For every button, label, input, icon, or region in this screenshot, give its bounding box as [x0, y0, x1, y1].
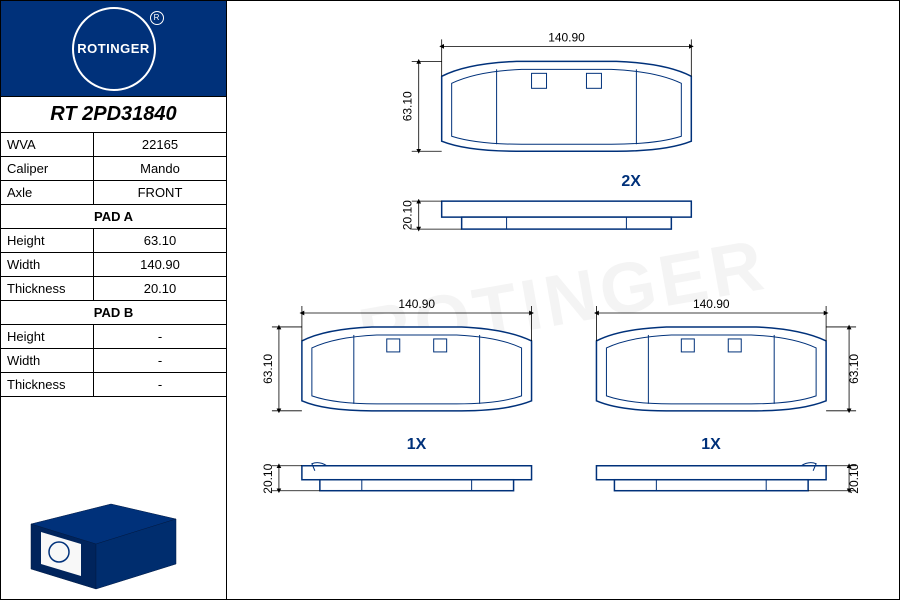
pad-a-thickness: Thickness 20.10: [1, 277, 226, 301]
bl-height-dim: 63.10: [261, 354, 275, 384]
pad-b-height: Height -: [1, 325, 226, 349]
pad-a-height-value: 63.10: [94, 229, 226, 252]
pad-b-thickness-value: -: [94, 373, 226, 396]
spec-sheet: ROTINGER R RT 2PD31840 WVA 22165 Caliper…: [0, 0, 900, 600]
bl-thickness-dim: 20.10: [261, 463, 275, 493]
technical-drawing: 140.90 63.10 20.10 2X: [227, 1, 899, 599]
pad-a-height-label: Height: [1, 229, 94, 252]
pad-b-thickness-label: Thickness: [1, 373, 94, 396]
pad-b-width-value: -: [94, 349, 226, 372]
pad-a-width-value: 140.90: [94, 253, 226, 276]
wva-value: 22165: [94, 133, 226, 156]
br-qty: 1X: [701, 436, 721, 453]
part-number: RT 2PD31840: [1, 96, 226, 133]
bl-qty: 1X: [407, 436, 427, 453]
wva-label: WVA: [1, 133, 94, 156]
axle-value: FRONT: [94, 181, 226, 204]
brand-name: ROTINGER: [77, 41, 150, 56]
row-axle: Axle FRONT: [1, 181, 226, 205]
pad-a-width: Width 140.90: [1, 253, 226, 277]
top-qty: 2X: [621, 173, 641, 190]
brand-logo: ROTINGER R: [1, 1, 226, 96]
left-column: ROTINGER R RT 2PD31840 WVA 22165 Caliper…: [1, 1, 227, 599]
pad-a-thickness-label: Thickness: [1, 277, 94, 300]
caliper-value: Mando: [94, 157, 226, 180]
pad-a-width-label: Width: [1, 253, 94, 276]
pad-b-thickness: Thickness -: [1, 373, 226, 397]
axle-label: Axle: [1, 181, 94, 204]
logo-circle: ROTINGER R: [72, 7, 156, 91]
registered-mark: R: [150, 11, 164, 25]
br-thickness-dim: 20.10: [847, 463, 861, 493]
pad-b-height-value: -: [94, 325, 226, 348]
pad-b-height-label: Height: [1, 325, 94, 348]
product-box-image: [1, 397, 226, 599]
pad-a-thickness-value: 20.10: [94, 277, 226, 300]
pad-a-height: Height 63.10: [1, 229, 226, 253]
row-caliper: Caliper Mando: [1, 157, 226, 181]
br-height-dim: 63.10: [847, 354, 861, 384]
top-height-dim: 63.10: [401, 91, 415, 121]
pad-b-width-label: Width: [1, 349, 94, 372]
top-width-dim: 140.90: [548, 30, 585, 44]
diagram-area: ROTINGER 140.90: [227, 1, 899, 599]
top-thickness-dim: 20.10: [401, 200, 415, 230]
row-wva: WVA 22165: [1, 133, 226, 157]
caliper-label: Caliper: [1, 157, 94, 180]
br-width-dim: 140.90: [693, 297, 730, 311]
bl-width-dim: 140.90: [398, 297, 435, 311]
pad-a-heading: PAD A: [1, 205, 226, 229]
pad-b-width: Width -: [1, 349, 226, 373]
box-icon: [11, 484, 191, 594]
pad-b-heading: PAD B: [1, 301, 226, 325]
